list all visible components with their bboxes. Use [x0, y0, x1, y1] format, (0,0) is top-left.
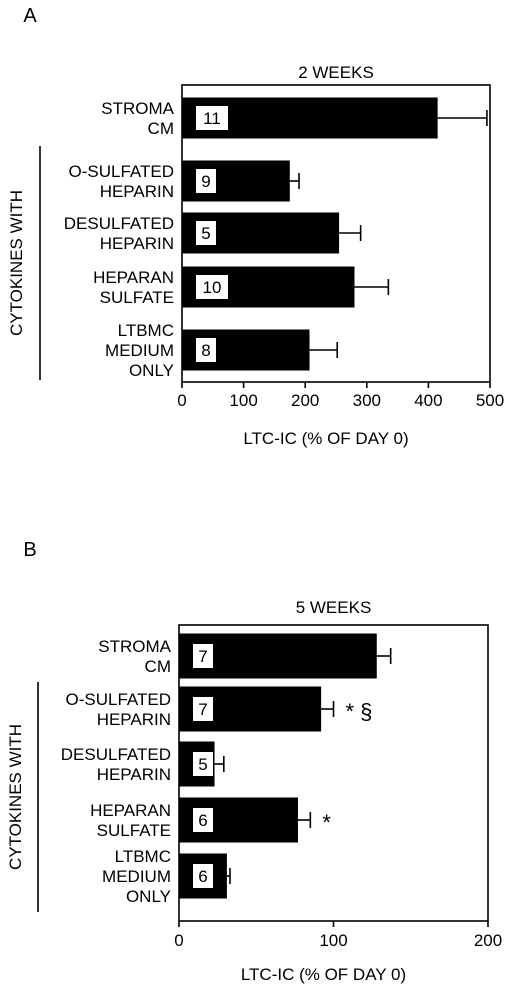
category-label: DESULFATED — [61, 745, 171, 764]
n-label: 7 — [198, 647, 207, 666]
panel-a: A 2 WEEKS 0 100 200 300 400 500 LTC-IC (% OF DAY… — [7, 5, 504, 448]
significance-marker: * — [322, 810, 331, 835]
category-label: LTBMC — [118, 321, 174, 340]
x-tick-label: 0 — [174, 931, 183, 950]
category-label: HEPARIN — [97, 710, 171, 729]
n-label-box — [193, 697, 213, 721]
category-label: HEPARAN — [90, 801, 171, 820]
n-label-box — [193, 864, 213, 888]
n-label-box — [193, 752, 213, 776]
x-tick-label: 200 — [291, 391, 319, 410]
x-axis-label: LTC-IC (% OF DAY 0) — [243, 429, 408, 448]
n-label-box — [193, 808, 213, 832]
category-label: CM — [145, 657, 171, 676]
category-label: HEPARAN — [93, 268, 174, 287]
x-axis-label: LTC-IC (% OF DAY 0) — [241, 965, 406, 984]
significance-marker: * § — [346, 699, 373, 724]
category-label: DESULFATED — [64, 214, 174, 233]
n-label: 9 — [201, 172, 210, 191]
category-label: STROMA — [101, 99, 174, 118]
category-label: LTBMC — [115, 847, 171, 866]
x-tick-label: 200 — [474, 931, 502, 950]
n-label-box — [196, 169, 216, 193]
n-label-box — [193, 644, 213, 668]
chart-title: 5 WEEKS — [296, 598, 372, 617]
n-label: 7 — [198, 700, 207, 719]
panel-label: B — [23, 539, 36, 561]
category-label: HEPARIN — [97, 765, 171, 784]
n-label-box — [196, 338, 216, 362]
category-label: STROMA — [98, 637, 171, 656]
category-label: HEPARIN — [100, 234, 174, 253]
n-label: 10 — [203, 278, 222, 297]
n-label: 8 — [201, 341, 210, 360]
n-label: 5 — [201, 224, 210, 243]
category-label: ONLY — [129, 361, 174, 380]
category-label: HEPARIN — [100, 182, 174, 201]
n-label-box — [196, 106, 228, 130]
category-label: SULFATE — [97, 821, 171, 840]
n-label-box — [196, 275, 228, 299]
chart-title: 2 WEEKS — [298, 63, 374, 82]
n-label: 6 — [198, 867, 207, 886]
n-label: 5 — [198, 755, 207, 774]
panel-b: B 5 WEEKS 0 100 200 LTC-IC (% OF DAY 0) CYTOKI… — [6, 539, 502, 984]
x-tick-label: 100 — [229, 391, 257, 410]
x-tick-label: 400 — [414, 391, 442, 410]
x-tick-label: 100 — [319, 931, 347, 950]
category-label: MEDIUM — [102, 867, 171, 886]
category-label: O-SULFATED — [69, 162, 174, 181]
group-label: CYTOKINES WITH — [6, 724, 25, 870]
x-tick-label: 500 — [476, 391, 504, 410]
category-label: ONLY — [126, 887, 171, 906]
category-label: SULFATE — [100, 288, 174, 307]
group-label: CYTOKINES WITH — [7, 190, 26, 336]
category-label: CM — [148, 119, 174, 138]
x-tick-label: 0 — [177, 391, 186, 410]
panel-label: A — [23, 5, 37, 27]
n-label: 11 — [203, 109, 221, 128]
n-label-box — [196, 221, 216, 245]
n-label: 6 — [198, 811, 207, 830]
category-label: MEDIUM — [105, 341, 174, 360]
x-tick-label: 300 — [353, 391, 381, 410]
category-label: O-SULFATED — [66, 690, 171, 709]
